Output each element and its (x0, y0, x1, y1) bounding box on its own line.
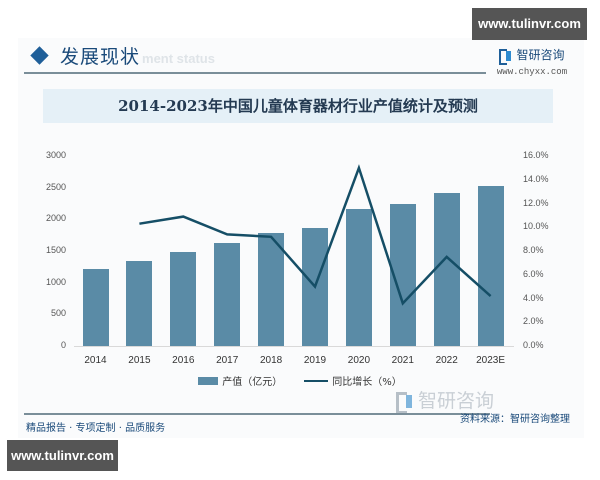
brand-name: 智研咨询 (516, 48, 565, 62)
legend-item-line: 同比增长（%） (304, 373, 402, 388)
x-axis-tick: 2018 (259, 355, 283, 366)
bar-2016 (170, 252, 197, 346)
y-axis-left-tick: 0 (60, 340, 66, 350)
chart-legend: 产值（亿元） 同比增长（%） (0, 373, 600, 388)
y-axis-right-tick: 10.0% (523, 221, 549, 232)
y-axis-right-tick: 2.0% (523, 316, 544, 327)
y-axis-left-tick: 500 (50, 308, 66, 319)
y-axis-left-tick: 1000 (45, 276, 66, 287)
y-axis-right-tick: 0.0% (523, 340, 544, 350)
x-axis-line (74, 346, 514, 347)
y-axis-left-tick: 3000 (45, 150, 66, 160)
footer-brand-watermark: 智研咨询 (396, 386, 495, 414)
brand-block: 智研咨询 www.chyxx.com (486, 46, 578, 77)
x-axis-tick: 2021 (391, 355, 414, 366)
legend-item-bar: 产值（亿元） (198, 373, 282, 388)
chart-title-band (43, 89, 553, 123)
bar-2015 (126, 261, 153, 346)
watermark-bottom: www.tulinvr.com (7, 440, 118, 471)
source-note: 资料来源：智研咨询整理 (460, 414, 570, 425)
section-header: 发展现状 ment status (30, 42, 215, 68)
y-axis-right-tick: 16.0% (523, 150, 549, 160)
y-axis-right-tick: 4.0% (523, 292, 544, 303)
y-axis-left-tick: 2000 (45, 213, 66, 224)
y-axis-left-tick: 1500 (45, 245, 66, 255)
y-axis-left-tick: 2500 (45, 181, 66, 192)
bar-2014 (82, 268, 109, 346)
header-divider (24, 72, 486, 74)
watermark-top: www.tulinvr.com (472, 8, 587, 40)
section-subtitle: ment status (142, 50, 215, 66)
line-swatch-icon (304, 379, 329, 382)
legend-label-bar: 产值（亿元） (222, 377, 283, 388)
bar-2022 (433, 192, 460, 346)
growth-rate-line (139, 164, 492, 306)
x-axis-tick: 2023E (476, 355, 506, 366)
y-axis-right-tick: 8.0% (523, 245, 544, 255)
bar-2017 (214, 242, 241, 346)
legend-label-line: 同比增长（%） (332, 377, 402, 388)
brand-logo-icon (396, 391, 412, 414)
x-axis-tick: 2015 (128, 355, 151, 366)
x-axis-tick: 2022 (435, 355, 458, 366)
x-axis-tick: 2019 (303, 355, 327, 366)
footer-divider (24, 413, 490, 415)
y-axis-right-tick: 6.0% (523, 268, 544, 279)
x-axis-tick: 2020 (347, 355, 371, 366)
bar-2018 (258, 232, 285, 346)
chart-title: 2014-2023年中国儿童体育器材行业产值统计及预测 (118, 97, 478, 115)
y-axis-right-tick: 14.0% (523, 173, 549, 184)
y-axis-right-tick: 12.0% (523, 197, 549, 208)
footer-tagline: 精品报告 · 专项定制 · 品质服务 (26, 423, 166, 434)
x-axis-tick: 2014 (84, 355, 107, 366)
bar-2023E (477, 185, 504, 346)
brand-logo-icon (499, 48, 512, 65)
x-axis-tick: 2017 (216, 355, 239, 366)
bar-swatch-icon (198, 376, 219, 385)
x-axis-tick: 2016 (172, 355, 195, 366)
brand-url: www.chyxx.com (496, 67, 568, 77)
footer-brand-name: 智研咨询 (418, 390, 495, 412)
bar-2020 (345, 209, 372, 346)
section-title: 发展现状 (60, 45, 141, 68)
